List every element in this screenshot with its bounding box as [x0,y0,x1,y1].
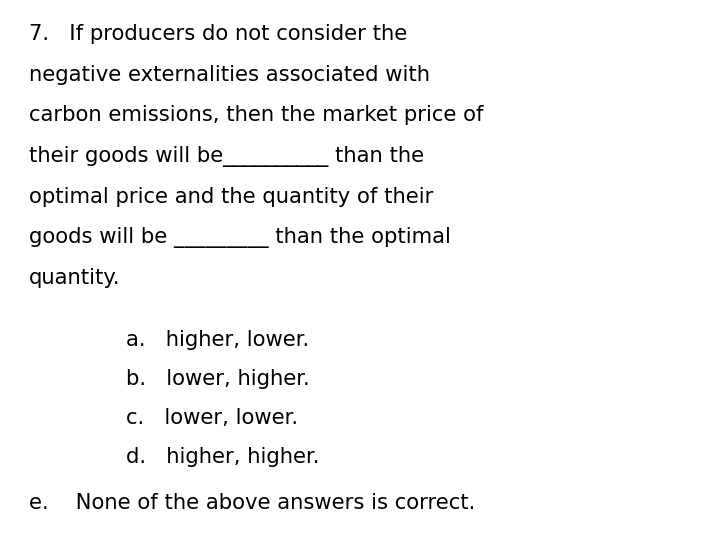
Text: quantity.: quantity. [29,268,120,288]
Text: optimal price and the quantity of their: optimal price and the quantity of their [29,187,433,207]
Text: b.   lower, higher.: b. lower, higher. [126,369,310,389]
Text: their goods will be__________ than the: their goods will be__________ than the [29,146,424,167]
Text: c.   lower, lower.: c. lower, lower. [126,408,298,428]
Text: negative externalities associated with: negative externalities associated with [29,65,430,85]
Text: 7.   If producers do not consider the: 7. If producers do not consider the [29,24,407,44]
Text: d.   higher, higher.: d. higher, higher. [126,447,320,467]
Text: goods will be _________ than the optimal: goods will be _________ than the optimal [29,227,451,248]
Text: carbon emissions, then the market price of: carbon emissions, then the market price … [29,105,483,126]
Text: a.   higher, lower.: a. higher, lower. [126,330,309,350]
Text: e.    None of the above answers is correct.: e. None of the above answers is correct. [29,493,475,513]
